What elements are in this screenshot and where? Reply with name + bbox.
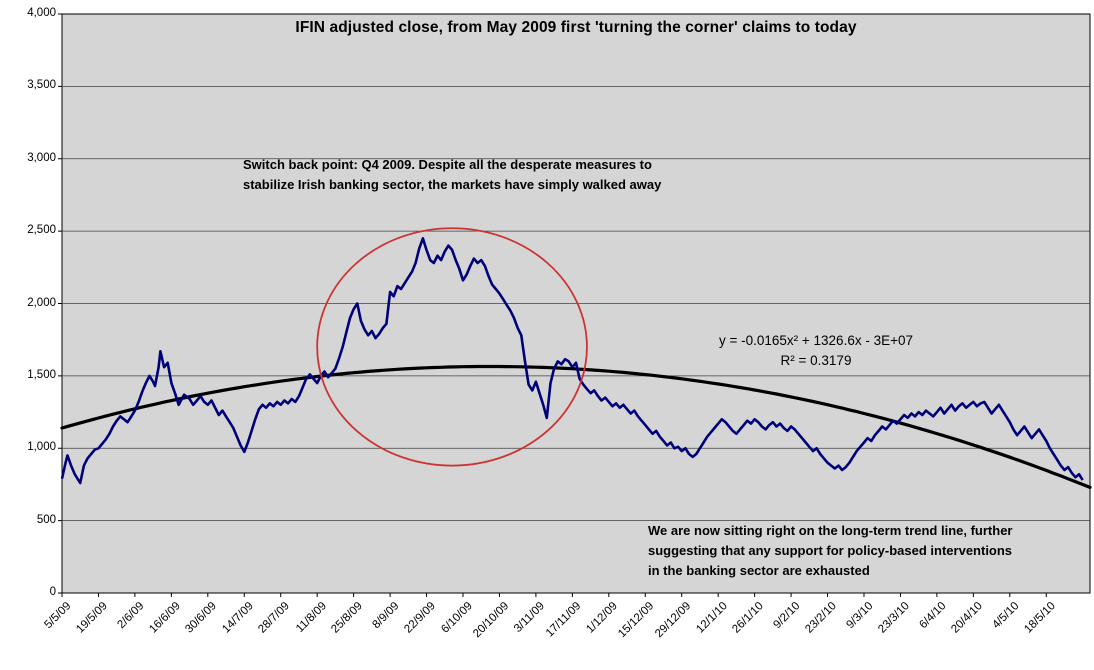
trendline-equation: y = -0.0165x² + 1326.6x - 3E+07 <box>718 333 913 348</box>
trendline <box>60 364 1092 489</box>
annotation-trend-note: We are now sitting right on the long-ter… <box>648 523 1013 579</box>
trendline-r-squared: R² = 0.3179 <box>780 352 852 368</box>
highlight-ellipse <box>316 227 588 467</box>
chart-title: IFIN adjusted close, from May 2009 first… <box>295 19 857 36</box>
price-series-line <box>60 237 1084 485</box>
annotation-switch-back-point: Switch back point: Q4 2009. Despite all … <box>243 157 662 193</box>
trendline-equation-block: y = -0.0165x² + 1326.6x - 3E+07 R² = 0.3… <box>640 331 992 370</box>
